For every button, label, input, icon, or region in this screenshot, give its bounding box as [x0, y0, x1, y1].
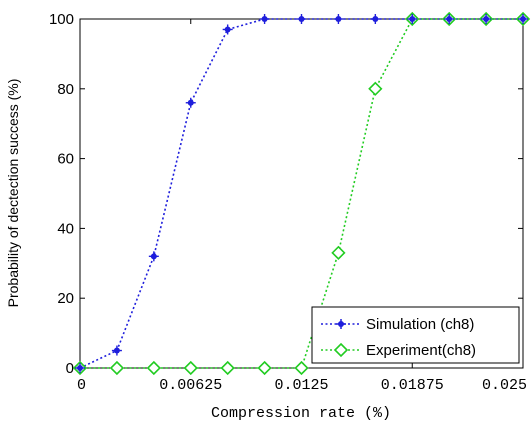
y-tick-label: 20 — [57, 290, 74, 307]
experiment-point — [368, 81, 383, 96]
simulation-point — [111, 345, 122, 356]
simulation-point — [185, 97, 196, 108]
experiment-point — [109, 360, 125, 376]
y-tick-label: 0 — [66, 360, 74, 377]
legend-marker-simulation — [336, 319, 346, 329]
experiment-point — [183, 360, 198, 376]
y-tick-label: 60 — [57, 151, 74, 168]
simulation-point — [148, 251, 159, 262]
simulation-point — [407, 14, 418, 24]
x-tick-label: 0.00625 — [159, 377, 222, 394]
experiment-point — [331, 245, 346, 260]
simulation-point — [370, 14, 381, 24]
legend-marker-experiment — [333, 342, 349, 358]
simulation-point — [518, 14, 528, 24]
x-tick-label: 0.01875 — [381, 377, 444, 394]
legend-label-simulation: Simulation (ch8) — [366, 316, 474, 333]
x-tick-label: 0 — [77, 377, 86, 394]
y-tick-label: 100 — [49, 11, 74, 28]
simulation-point — [444, 14, 455, 24]
simulation-point — [259, 14, 270, 24]
x-tick-label: 0.0125 — [274, 377, 328, 394]
legend-box — [311, 306, 520, 364]
x-tick-label: 0.025 — [482, 377, 527, 394]
legend-label-experiment: Experiment(ch8) — [366, 342, 476, 359]
legend: Simulation (ch8) Experiment(ch8) — [311, 306, 520, 364]
simulation-point — [75, 363, 85, 373]
experiment-point — [146, 360, 161, 376]
simulation-point — [222, 24, 233, 35]
simulation-point — [333, 14, 344, 24]
experiment-point — [257, 360, 272, 376]
y-tick-label: 40 — [57, 220, 74, 237]
y-tick-label: 80 — [57, 81, 74, 98]
y-axis-label: Probability of dectection success (%) — [5, 79, 21, 308]
experiment-point — [220, 360, 235, 376]
simulation-point — [296, 14, 307, 24]
simulation-point — [481, 14, 492, 24]
x-axis-label: Compression rate (%) — [211, 405, 391, 422]
series-markers — [72, 11, 531, 376]
experiment-point — [294, 360, 309, 376]
